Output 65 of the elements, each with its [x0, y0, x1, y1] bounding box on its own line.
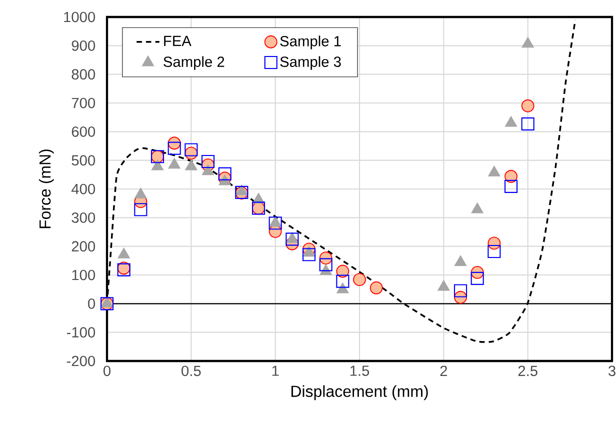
y-tick-label: 300 — [72, 212, 96, 223]
x-tick-label: 1.5 — [350, 366, 370, 376]
x-tick-label: 0.5 — [182, 366, 201, 376]
y-tick-label: 700 — [72, 98, 96, 108]
point — [218, 167, 232, 180]
x-tick-label: 1 — [272, 366, 279, 376]
legend-label: Sample 1 — [280, 36, 341, 50]
point — [454, 255, 467, 266]
point — [151, 160, 164, 170]
point — [134, 203, 148, 216]
x-axis-title: Displacement (mm) — [291, 385, 428, 400]
point — [286, 232, 299, 246]
y-tick-label: 500 — [72, 155, 96, 166]
point — [521, 99, 534, 112]
point — [118, 248, 130, 258]
point — [100, 296, 114, 308]
legend-label: FEA — [164, 36, 192, 46]
y-tick-label: 400 — [71, 184, 96, 194]
x-tick-label: 0 — [103, 366, 110, 376]
point — [168, 142, 181, 155]
point — [353, 273, 366, 286]
point — [302, 248, 316, 262]
y-tick-label: 800 — [72, 69, 96, 80]
point — [236, 184, 248, 196]
y-tick-label: -100 — [66, 327, 96, 338]
point — [269, 216, 282, 227]
point — [488, 236, 501, 250]
point — [336, 264, 350, 278]
point — [522, 36, 534, 48]
point — [504, 170, 518, 183]
y-tick-label: 900 — [72, 40, 96, 51]
point — [438, 280, 450, 291]
point — [336, 274, 350, 288]
point — [454, 284, 468, 298]
point — [168, 158, 180, 169]
point — [201, 154, 215, 168]
point — [488, 166, 500, 176]
point — [336, 282, 349, 294]
x-tick-label: 2.5 — [518, 366, 538, 376]
y-tick-label: 600 — [72, 126, 96, 137]
legend-label: Sample 2 — [164, 56, 224, 70]
point — [134, 188, 147, 198]
point — [184, 143, 198, 156]
point — [521, 117, 534, 130]
y-axis-title: Force (mN) — [38, 150, 54, 228]
legend-label: Sample 3 — [280, 56, 341, 70]
x-tick-label: 2 — [440, 366, 448, 376]
point — [268, 216, 282, 230]
y-tick-label: 0 — [88, 298, 96, 309]
point — [471, 202, 484, 214]
point — [488, 244, 501, 258]
point — [504, 116, 518, 127]
x-tick-label: 3 — [608, 366, 616, 376]
point — [319, 258, 332, 272]
point — [302, 246, 316, 257]
y-tick-label: 200 — [72, 241, 96, 252]
y-tick-label: 1000 — [64, 12, 96, 22]
y-tick-label: -200 — [66, 356, 96, 366]
y-tick-label: 100 — [72, 270, 96, 280]
point — [286, 232, 298, 243]
point — [470, 272, 484, 285]
point — [504, 180, 518, 193]
point — [202, 164, 214, 176]
point — [185, 160, 198, 170]
point — [370, 281, 383, 294]
